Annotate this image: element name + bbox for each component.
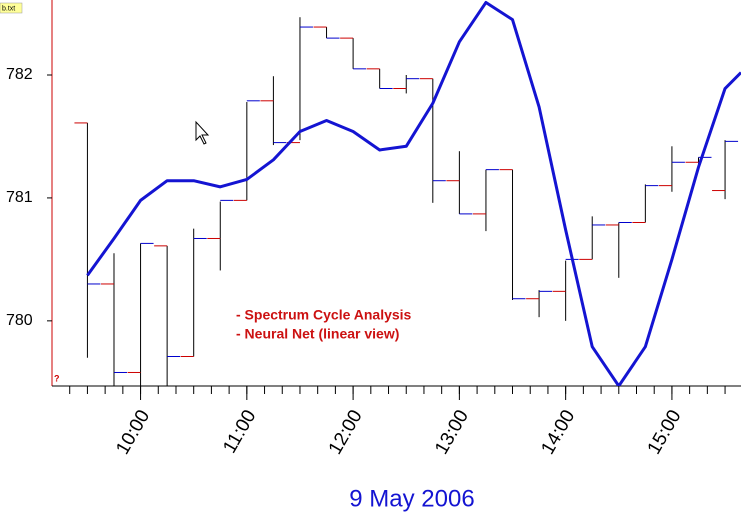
- y-tick-label: 782: [6, 66, 33, 83]
- line-series: [86, 0, 741, 386]
- file-tag: [0, 2, 23, 14]
- cursor: [195, 120, 210, 145]
- y-tick-label: 781: [6, 189, 33, 206]
- annotation: - Neural Net (linear view): [236, 326, 399, 342]
- file-label: b.txt: [2, 5, 15, 12]
- plot-area: [74, 0, 741, 386]
- marker-text: ?: [54, 373, 60, 383]
- x-axis-label: 9 May 2006: [349, 485, 474, 512]
- y-tick-label: 780: [6, 312, 33, 329]
- annotation: - Spectrum Cycle Analysis: [236, 307, 412, 323]
